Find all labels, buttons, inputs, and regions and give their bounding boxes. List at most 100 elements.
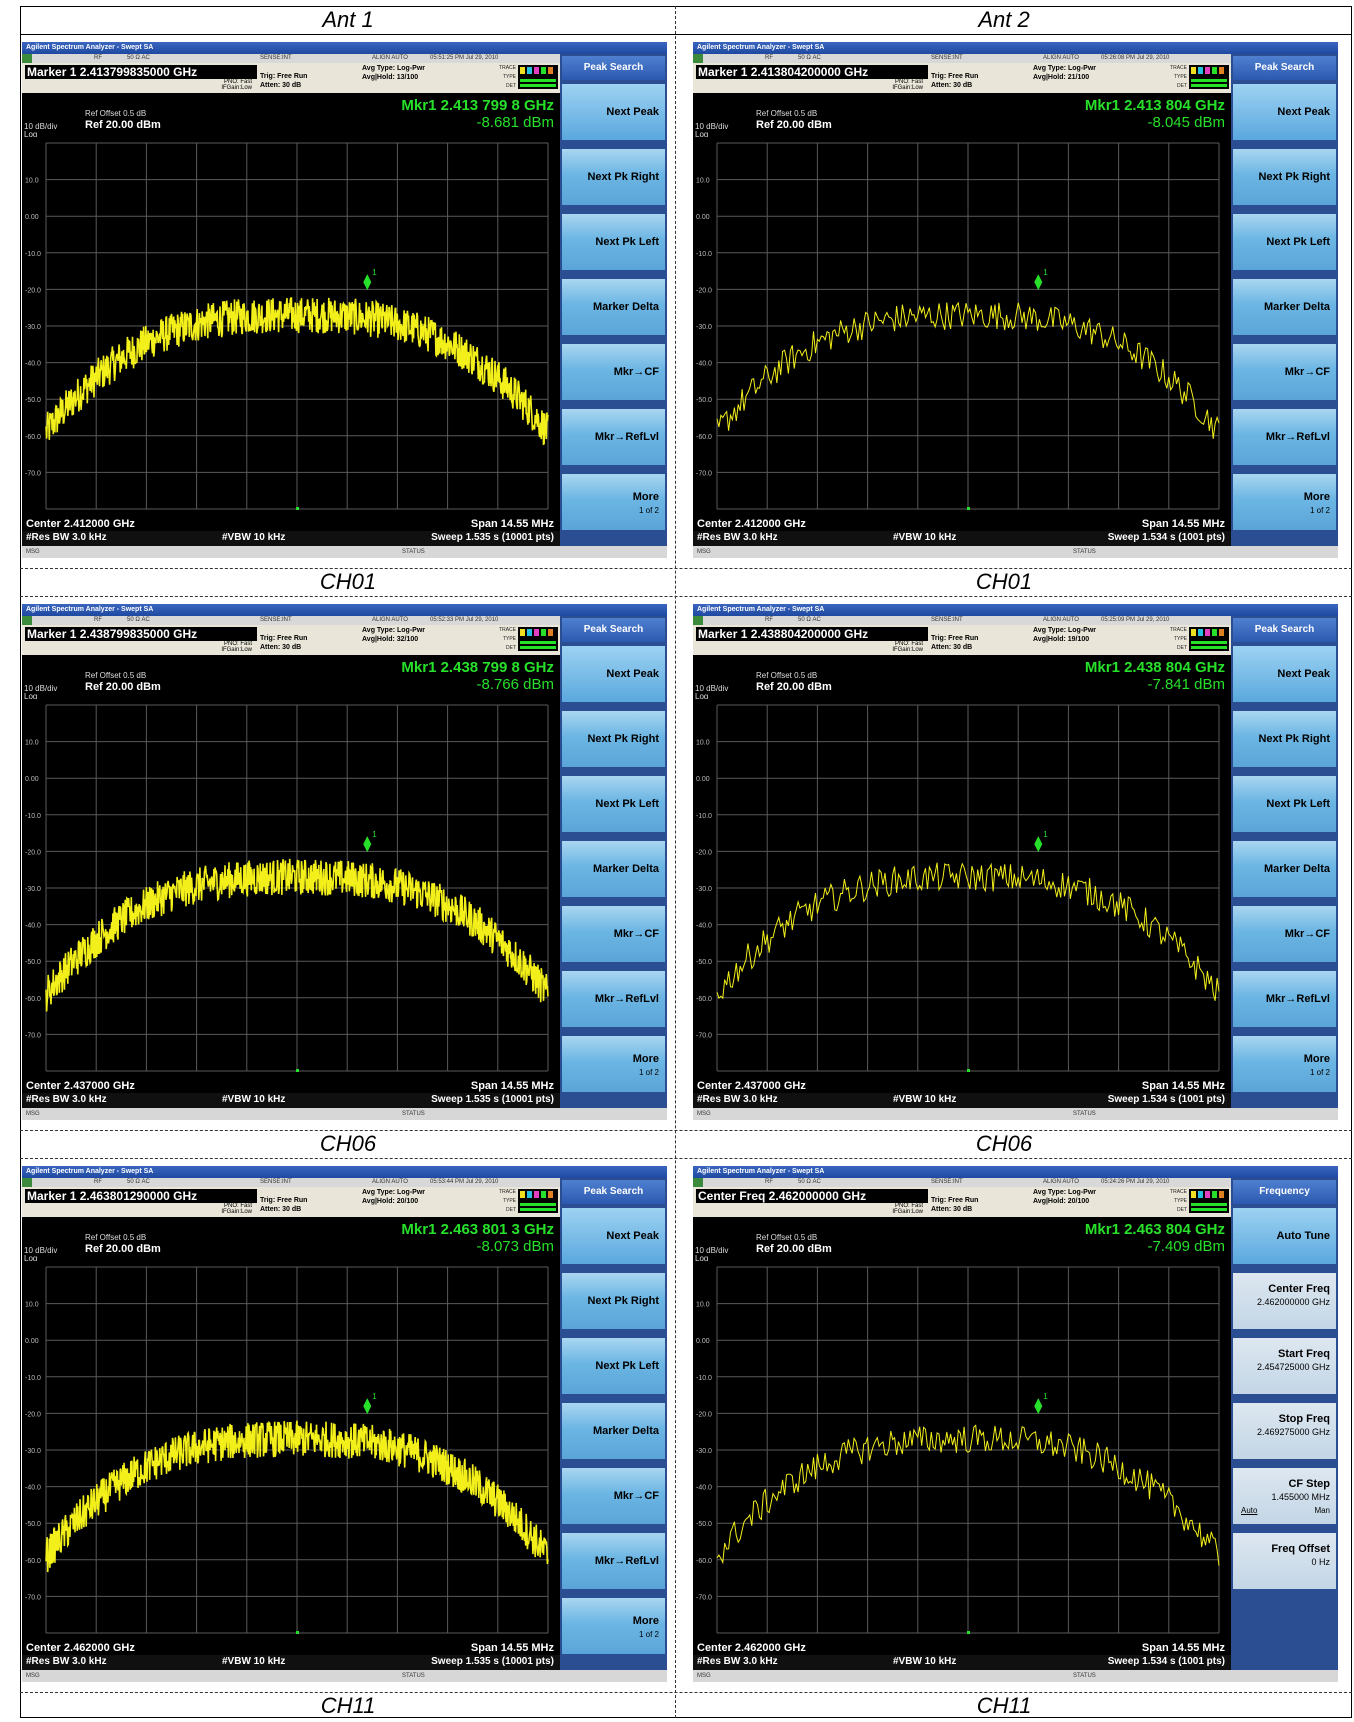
active-function-readout: Marker 1 2.413804200000 GHz xyxy=(696,65,928,79)
next-pk-right-key[interactable]: Next Pk Right xyxy=(562,711,665,767)
mkr-reflvl-key[interactable]: Mkr→RefLvl xyxy=(1233,971,1336,1027)
mkr-reflvl-key[interactable]: Mkr→RefLvl xyxy=(1233,409,1336,465)
display-footer xyxy=(22,1640,560,1655)
mkr-cf-key[interactable]: Mkr→CF xyxy=(1233,344,1336,400)
active-function-readout: Center Freq 2.462000000 GHz xyxy=(696,1189,928,1203)
rf-status: RF xyxy=(94,617,102,623)
cf-step-key[interactable]: CF Step 1.455000 MHz Auto Man xyxy=(1233,1468,1336,1524)
pno-label: PNO: Fast xyxy=(223,641,252,647)
mkr-cf-key[interactable]: Mkr→CF xyxy=(562,1468,665,1524)
close-icon[interactable] xyxy=(693,1178,703,1187)
y-tick-label: -30.0 xyxy=(696,1448,712,1455)
row-label: CH11 xyxy=(976,1693,1032,1718)
auto-tune-key[interactable]: Auto Tune xyxy=(1233,1208,1336,1264)
scale-type: Log xyxy=(695,1254,709,1263)
scale-per-div: 10 dB/div xyxy=(24,684,58,693)
close-icon[interactable] xyxy=(693,616,703,625)
avg-setting: Avg Type: Log-Pwr Avg|Hold: 32/100 xyxy=(362,626,425,644)
more-key[interactable]: More 1 of 2 xyxy=(562,1036,665,1092)
close-icon[interactable] xyxy=(693,54,703,63)
freq-offset-key[interactable]: Freq Offset 0 Hz xyxy=(1233,1533,1336,1589)
video-bandwidth: #VBW 10 kHz xyxy=(893,1094,957,1105)
marker-delta-key[interactable]: Marker Delta xyxy=(562,1403,665,1459)
status-row: RF 50 Ω AC SENSE:INT ALIGN AUTO 05:53:44… xyxy=(22,1178,560,1187)
ifgain-label: IFGain:Low xyxy=(892,85,923,91)
next-peak-key[interactable]: Next Peak xyxy=(562,1208,665,1264)
trigger-setting: Trig: Free Run Atten: 30 dB xyxy=(260,1196,307,1214)
scale-type: Log xyxy=(24,1254,38,1263)
center-freq-key[interactable]: Center Freq 2.462000000 GHz xyxy=(1233,1273,1336,1329)
video-bandwidth: #VBW 10 kHz xyxy=(222,1094,286,1105)
marker-1-icon xyxy=(1034,274,1043,291)
close-icon[interactable] xyxy=(22,54,32,63)
softkey-menu-title: Peak Search xyxy=(1233,56,1336,80)
next-peak-key[interactable]: Next Peak xyxy=(1233,84,1336,140)
mkr-cf-key[interactable]: Mkr→CF xyxy=(562,906,665,962)
next-pk-right-key[interactable]: Next Pk Right xyxy=(1233,711,1336,767)
resolution-bandwidth: #Res BW 3.0 kHz xyxy=(697,1094,778,1105)
spectrum-trace xyxy=(45,858,549,1012)
more-key-label: More xyxy=(1303,491,1330,503)
y-tick-label: -60.0 xyxy=(25,996,41,1003)
y-tick-label: -60.0 xyxy=(696,434,712,441)
resolution-bandwidth: #Res BW 3.0 kHz xyxy=(697,1656,778,1667)
next-pk-right-key[interactable]: Next Pk Right xyxy=(1233,149,1336,205)
align-status: ALIGN AUTO xyxy=(372,1179,408,1185)
pno-label: PNO: Fast xyxy=(894,641,923,647)
marker-delta-key[interactable]: Marker Delta xyxy=(562,279,665,335)
next-pk-left-key[interactable]: Next Pk Left xyxy=(562,214,665,270)
more-key-label: More xyxy=(632,1053,659,1065)
trigger-setting: Trig: Free Run Atten: 30 dB xyxy=(931,634,978,652)
mkr-reflvl-key[interactable]: Mkr→RefLvl xyxy=(562,1533,665,1589)
mkr-cf-key[interactable]: Mkr→CF xyxy=(1233,906,1336,962)
next-pk-left-key[interactable]: Next Pk Left xyxy=(562,776,665,832)
analyzer-screenshot: Agilent Spectrum Analyzer - Swept SA RF … xyxy=(22,42,667,558)
more-key[interactable]: More 1 of 2 xyxy=(562,1598,665,1654)
next-peak-key[interactable]: Next Peak xyxy=(1233,646,1336,702)
start-freq-key[interactable]: Start Freq 2.454725000 GHz xyxy=(1233,1338,1336,1394)
next-pk-left-key[interactable]: Next Pk Left xyxy=(1233,214,1336,270)
next-pk-left-key[interactable]: Next Pk Left xyxy=(1233,776,1336,832)
plot-background xyxy=(693,1261,1231,1641)
next-pk-right-key[interactable]: Next Pk Right xyxy=(562,1273,665,1329)
spectrum-trace xyxy=(45,297,549,446)
more-key[interactable]: More 1 of 2 xyxy=(1233,1036,1336,1092)
start-freq-key-value: 2.454725000 GHz xyxy=(1256,1362,1330,1372)
status-row: RF 50 Ω AC SENSE:INT ALIGN AUTO 05:25:09… xyxy=(693,616,1231,625)
status-label: STATUS xyxy=(402,1111,425,1117)
more-key[interactable]: More 1 of 2 xyxy=(1233,474,1336,530)
resolution-bandwidth: #Res BW 3.0 kHz xyxy=(26,532,107,543)
marker-delta-key[interactable]: Marker Delta xyxy=(1233,279,1336,335)
ifgain-label: IFGain:Low xyxy=(221,85,252,91)
close-icon[interactable] xyxy=(22,616,32,625)
pno-setting: PNO: Fast IFGain:Low xyxy=(843,641,923,653)
close-icon[interactable] xyxy=(22,1178,32,1187)
next-pk-right-key[interactable]: Next Pk Right xyxy=(562,149,665,205)
msg-label: MSG xyxy=(697,1673,711,1679)
display-footer xyxy=(693,516,1231,531)
avg-setting: Avg Type: Log-Pwr Avg|Hold: 20/100 xyxy=(1033,1188,1096,1206)
mkr-cf-key[interactable]: Mkr→CF xyxy=(562,344,665,400)
next-peak-key[interactable]: Next Peak xyxy=(562,84,665,140)
y-tick-label: -20.0 xyxy=(25,849,41,856)
ref-offset: Ref Offset 0.5 dB xyxy=(756,671,818,680)
pno-setting: PNO: Fast IFGain:Low xyxy=(843,79,923,91)
more-key[interactable]: More 1 of 2 xyxy=(562,474,665,530)
window-title: Agilent Spectrum Analyzer - Swept SA xyxy=(22,1166,667,1178)
sweep-readout: Sweep 1.534 s (1001 pts) xyxy=(1107,1094,1225,1105)
mkr-reflvl-key[interactable]: Mkr→RefLvl xyxy=(562,971,665,1027)
mkr-reflvl-key[interactable]: Mkr→RefLvl xyxy=(562,409,665,465)
display-header xyxy=(22,655,560,705)
atten-label: Atten: 30 dB xyxy=(931,1206,973,1213)
pno-label: PNO: Fast xyxy=(223,1203,252,1209)
scale-per-div: 10 dB/div xyxy=(695,1246,729,1255)
marker-delta-key[interactable]: Marker Delta xyxy=(1233,841,1336,897)
next-pk-left-key[interactable]: Next Pk Left xyxy=(562,1338,665,1394)
row-label: CH01 xyxy=(319,569,377,594)
next-peak-key[interactable]: Next Peak xyxy=(562,646,665,702)
span-readout: Span 14.55 MHz xyxy=(1141,1642,1225,1654)
stop-freq-key[interactable]: Stop Freq 2.469275000 GHz xyxy=(1233,1403,1336,1459)
marker-delta-key[interactable]: Marker Delta xyxy=(562,841,665,897)
more-key-label: More xyxy=(632,1615,659,1627)
more-key-page: 1 of 2 xyxy=(638,506,659,515)
